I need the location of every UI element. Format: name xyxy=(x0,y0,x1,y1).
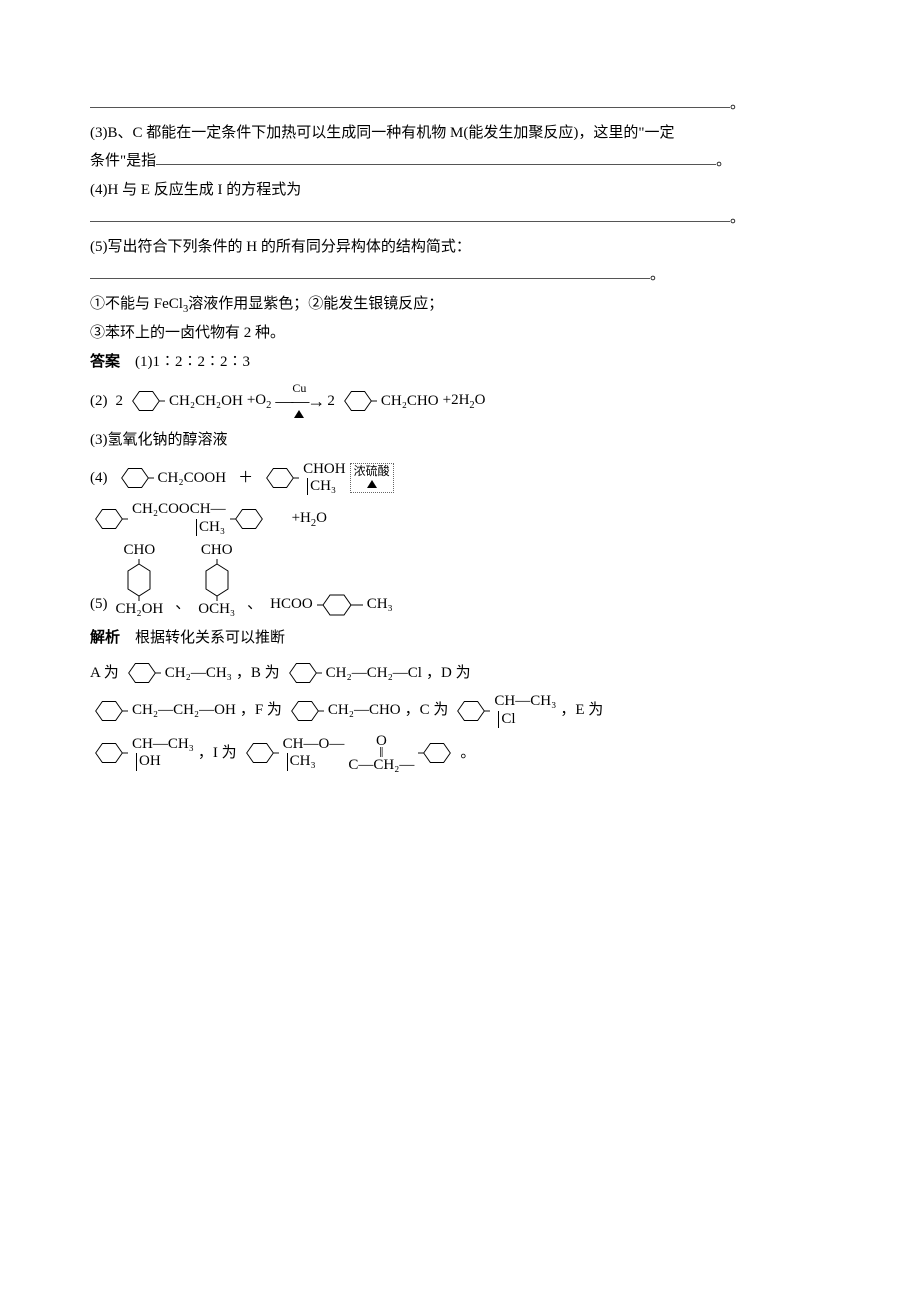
blank-q3 xyxy=(156,149,716,165)
isomer-3-right: CH₃ xyxy=(367,590,393,619)
answer-2-row: (2) 2 CH₂CH₂OH +O2 Cu ——→ 2 CH₂CHO +2H2O xyxy=(90,382,830,420)
benzene-ring xyxy=(90,506,128,532)
ester: CH₂COOCH— CH₃ xyxy=(132,501,226,536)
grp: CH₂—CHO xyxy=(328,696,401,725)
deduce-row2: CH₂—CH₂—OH ，F 为 CH₂—CHO ，C 为 CH—CH₃ Cl ，… xyxy=(90,693,830,728)
benzene-ring xyxy=(127,388,165,414)
benzene-ring xyxy=(230,506,268,532)
chch3oh: CH—CH₃ OH xyxy=(132,736,194,771)
E-label: ，E 为 xyxy=(560,696,603,725)
F-label: ，F 为 xyxy=(240,696,282,725)
blank-line-1: 。 xyxy=(90,90,830,119)
B-label: ，B 为 xyxy=(236,659,280,688)
isomer-3-left: HCOO xyxy=(270,590,313,619)
A-label: A 为 xyxy=(90,659,119,688)
q4-line1: (4)H 与 E 反应生成 I 的方程式为 xyxy=(90,176,830,205)
grp: CH₂—CH₂—Cl xyxy=(326,659,422,688)
sep: 、 xyxy=(175,590,190,619)
plus-h2o: +2H2O xyxy=(443,386,486,416)
benzene-ring xyxy=(286,698,324,724)
benzene-ring xyxy=(123,660,161,686)
coeff: 2 xyxy=(327,387,335,416)
chch3cl: CH—CH₃ Cl xyxy=(494,693,556,728)
blank-q4 xyxy=(90,206,730,222)
benzene-ring xyxy=(241,740,279,766)
benzene-ring-mid xyxy=(317,592,363,618)
I-label: ，I 为 xyxy=(198,739,237,768)
num-5: (5) xyxy=(90,590,108,619)
benzene-ring xyxy=(90,740,128,766)
benzene-ring xyxy=(284,660,322,686)
plus: +O2 xyxy=(247,386,272,416)
benzene-ring xyxy=(418,740,456,766)
explain-line: 解析 根据转化关系可以推断 xyxy=(90,624,830,653)
blank-line-q5: 。 xyxy=(90,261,830,290)
answer-5-row: (5) CHO CH₂OH 、 CHO OCH₃ 、 HCOO CH₃ xyxy=(90,542,830,619)
C-label: ，C 为 xyxy=(405,696,449,725)
cond-2: ③苯环上的一卤代物有 2 种。 xyxy=(90,319,830,348)
chohch3: CHOH CH₃ xyxy=(303,461,346,496)
deduce-row3: CH—CH₃ OH ，I 为 CH—O— CH₃ O ‖ C—CH₂— 。 xyxy=(90,734,830,773)
answer-1: 答案 (1)1∶2∶2∶2∶3 xyxy=(90,348,830,377)
cond-h2so4: 浓硫酸 xyxy=(350,463,394,493)
benzene-ring xyxy=(339,388,377,414)
grp: CH₂COOH xyxy=(158,464,227,493)
isomer-2: CHO OCH₃ xyxy=(198,542,235,619)
cond-1: ①不能与 FeCl3溶液作用显紫色；②能发生银镜反应； xyxy=(90,290,830,320)
D-label: ，D 为 xyxy=(426,659,471,688)
q3-line1: (3)B、C 都能在一定条件下加热可以生成同一种有机物 M(能发生加聚反应)，这… xyxy=(90,119,830,148)
plus-h2o: +H2O xyxy=(292,504,327,534)
num-2: (2) xyxy=(90,387,108,416)
grp: CH₂—CH₂—OH xyxy=(132,696,236,725)
deduce-row1: A 为 CH₂—CH₃ ，B 为 CH₂—CH₂—Cl ，D 为 xyxy=(90,659,830,688)
answer-4-row1: (4) CH₂COOH ＋ CHOH CH₃ 浓硫酸 xyxy=(90,461,830,496)
ester-I-left: CH—O— CH₃ xyxy=(283,736,345,771)
sep: 、 xyxy=(247,590,262,619)
blank-span xyxy=(90,92,730,108)
final-period: 。 xyxy=(460,739,475,768)
grp: CH₂CHO xyxy=(381,387,439,416)
blank-line-q4: 。 xyxy=(90,204,830,233)
reaction-arrow: Cu ——→ xyxy=(275,382,323,420)
blank-q5 xyxy=(90,263,650,279)
benzene-ring xyxy=(116,465,154,491)
answer-3: (3)氢氧化钠的醇溶液 xyxy=(90,426,830,455)
benzene-ring xyxy=(452,698,490,724)
isomer-1: CHO CH₂OH xyxy=(116,542,164,619)
q3-line2: 条件"是指。 xyxy=(90,147,830,176)
plus: ＋ xyxy=(238,464,253,493)
num-4: (4) xyxy=(90,464,108,493)
carbonyl: O ‖ C—CH₂— xyxy=(348,734,414,773)
q5-line1: (5)写出符合下列条件的 H 的所有同分异构体的结构简式： xyxy=(90,233,830,262)
grp: CH₂CH₂OH xyxy=(169,387,243,416)
answer-4-row2: CH₂COOCH— CH₃ +H2O xyxy=(90,501,830,536)
coeff-2: 2 xyxy=(116,387,124,416)
grp: CH₂—CH₃ xyxy=(165,659,232,688)
benzene-ring xyxy=(261,465,299,491)
benzene-ring xyxy=(90,698,128,724)
